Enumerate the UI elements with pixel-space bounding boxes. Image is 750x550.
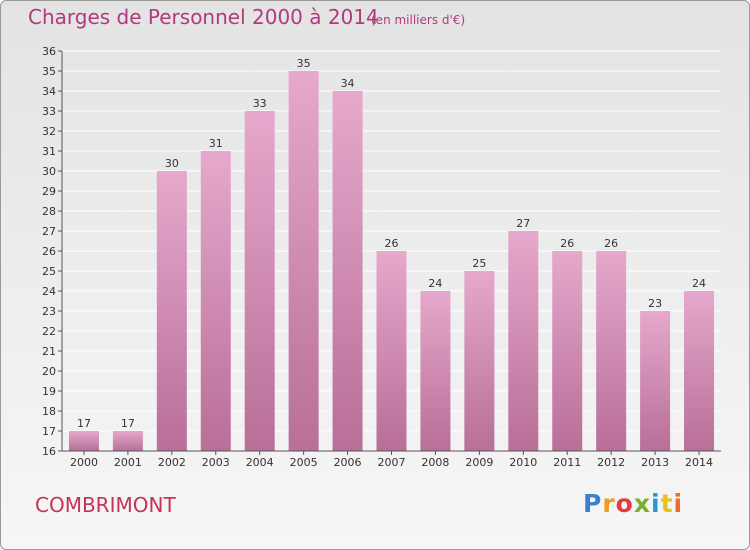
y-tick-label: 19 [42,385,56,398]
x-tick-label-2014: 2014 [685,456,713,469]
x-tick-label-2003: 2003 [202,456,230,469]
y-tick-label: 26 [42,245,56,258]
y-tick-label: 17 [42,425,56,438]
x-tick-label-2010: 2010 [509,456,537,469]
chart-title: Charges de Personnel 2000 à 2014 [28,5,379,29]
data-label-2011: 26 [560,237,574,250]
y-tick-label: 33 [42,105,56,118]
data-label-2012: 26 [604,237,618,250]
y-tick-label: 34 [42,85,56,98]
x-tick-label-2004: 2004 [246,456,274,469]
bar-2014 [684,291,715,451]
data-label-2004: 33 [253,97,267,110]
x-tick-label-2013: 2013 [641,456,669,469]
bar-2009 [464,271,495,451]
y-tick-label: 25 [42,265,56,278]
x-tick-label-2008: 2008 [421,456,449,469]
x-tick-label-2002: 2002 [158,456,186,469]
x-tick-label-2011: 2011 [553,456,581,469]
commune-name: COMBRIMONT [35,493,176,517]
bar-2006 [332,91,363,451]
x-tick-label-2012: 2012 [597,456,625,469]
bar-2012 [596,251,627,451]
y-tick-label: 35 [42,65,56,78]
x-tick-label-2009: 2009 [465,456,493,469]
bar-2005 [288,71,319,451]
y-tick-label: 28 [42,205,56,218]
data-label-2010: 27 [516,217,530,230]
bar-2000 [68,431,99,451]
bars: 17 17 30 31 33 35 34 26 24 25 27 26 26 23 24 [68,57,715,451]
x-tick-label-2001: 2001 [114,456,142,469]
data-label-2014: 24 [692,277,706,290]
data-label-2000: 17 [77,417,91,430]
data-label-2007: 26 [385,237,399,250]
data-label-2001: 17 [121,417,135,430]
x-tick-label-2006: 2006 [334,456,362,469]
data-label-2008: 24 [428,277,442,290]
bar-2008 [420,291,451,451]
y-tick-label: 21 [42,345,56,358]
bar-2003 [200,151,231,451]
data-label-2006: 34 [341,77,355,90]
y-tick-label: 29 [42,185,56,198]
bar-2002 [156,171,187,451]
bar-2010 [508,231,539,451]
y-tick-label: 16 [42,445,56,458]
axes: 16 17 18 19 20 21 22 23 24 25 26 27 28 29 30 31 32 33 34 35… [42,45,721,469]
y-tick-label: 31 [42,145,56,158]
x-tick-label-2000: 2000 [70,456,98,469]
bar-2011 [552,251,583,451]
data-label-2009: 25 [472,257,486,270]
y-tick-label: 36 [42,45,56,58]
y-tick-label: 24 [42,285,56,298]
y-tick-label: 23 [42,305,56,318]
y-tick-label: 30 [42,165,56,178]
proxiti-logo: Proxiti [583,489,684,518]
x-tick-label-2005: 2005 [290,456,318,469]
bar-2004 [244,111,275,451]
chart-subtitle: (en milliers d'€) [371,13,466,27]
data-label-2002: 30 [165,157,179,170]
bar-2007 [376,251,407,451]
data-label-2003: 31 [209,137,223,150]
y-tick-label: 18 [42,405,56,418]
bar-2013 [640,311,671,451]
data-label-2005: 35 [297,57,311,70]
data-label-2013: 23 [648,297,662,310]
y-tick-label: 27 [42,225,56,238]
bar-2001 [112,431,143,451]
x-tick-label-2007: 2007 [378,456,406,469]
y-tick-label: 22 [42,325,56,338]
y-tick-label: 20 [42,365,56,378]
y-tick-label: 32 [42,125,56,138]
